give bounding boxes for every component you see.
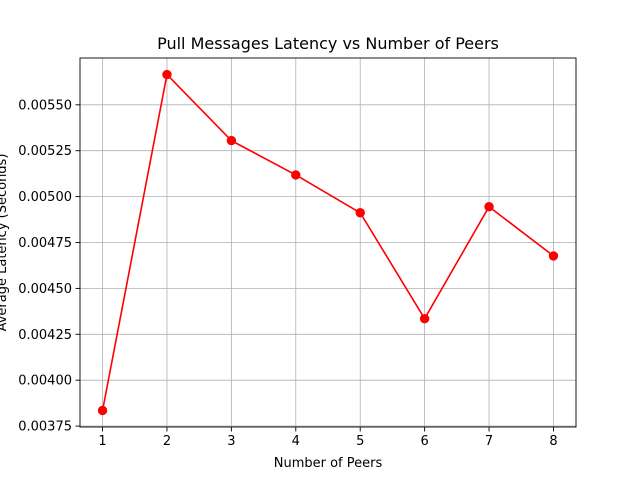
data-point-4 xyxy=(291,170,301,180)
y-tick-label-4: 0.00450 xyxy=(18,282,72,297)
x-tick-label-8: 8 xyxy=(549,434,557,449)
data-point-2 xyxy=(162,69,172,80)
x-tick-label-2: 2 xyxy=(163,434,171,449)
y-tick-label-7: 0.00525 xyxy=(18,144,72,159)
data-point-3 xyxy=(226,135,237,146)
x-tick-label-4: 4 xyxy=(292,434,300,449)
x-tick-label-5: 5 xyxy=(356,434,364,449)
y-tick-label-1: 0.00375 xyxy=(18,420,72,435)
x-tick-label-6: 6 xyxy=(420,434,428,449)
x-tick-label-7: 7 xyxy=(485,434,493,449)
y-tick-label-8: 0.00550 xyxy=(18,98,72,113)
chart-title: Pull Messages Latency vs Number of Peers xyxy=(157,34,499,53)
data-point-1 xyxy=(97,405,108,416)
x-axis-label: Number of Peers xyxy=(274,456,383,471)
y-tick-label-5: 0.00475 xyxy=(18,236,72,251)
grid-layer xyxy=(80,58,576,427)
ticks-layer: 1 2 3 4 5 6 7 8 0.00375 0.00400 0.00425 0.00450 0.00… xyxy=(18,98,557,449)
data-point-5 xyxy=(355,208,365,218)
y-tick-label-3: 0.00425 xyxy=(18,328,72,343)
y-tick-label-2: 0.00400 xyxy=(18,374,72,389)
series-layer xyxy=(97,69,559,416)
series-line-1 xyxy=(101,73,554,411)
data-point-8 xyxy=(548,251,559,261)
x-tick-label-3: 3 xyxy=(227,434,235,449)
data-point-7 xyxy=(484,202,494,212)
x-tick-label-1: 1 xyxy=(98,434,106,449)
y-tick-label-6: 0.00500 xyxy=(18,190,72,205)
data-point-6 xyxy=(419,313,430,324)
y-axis-label: Average Latency (Seconds) xyxy=(0,154,10,332)
